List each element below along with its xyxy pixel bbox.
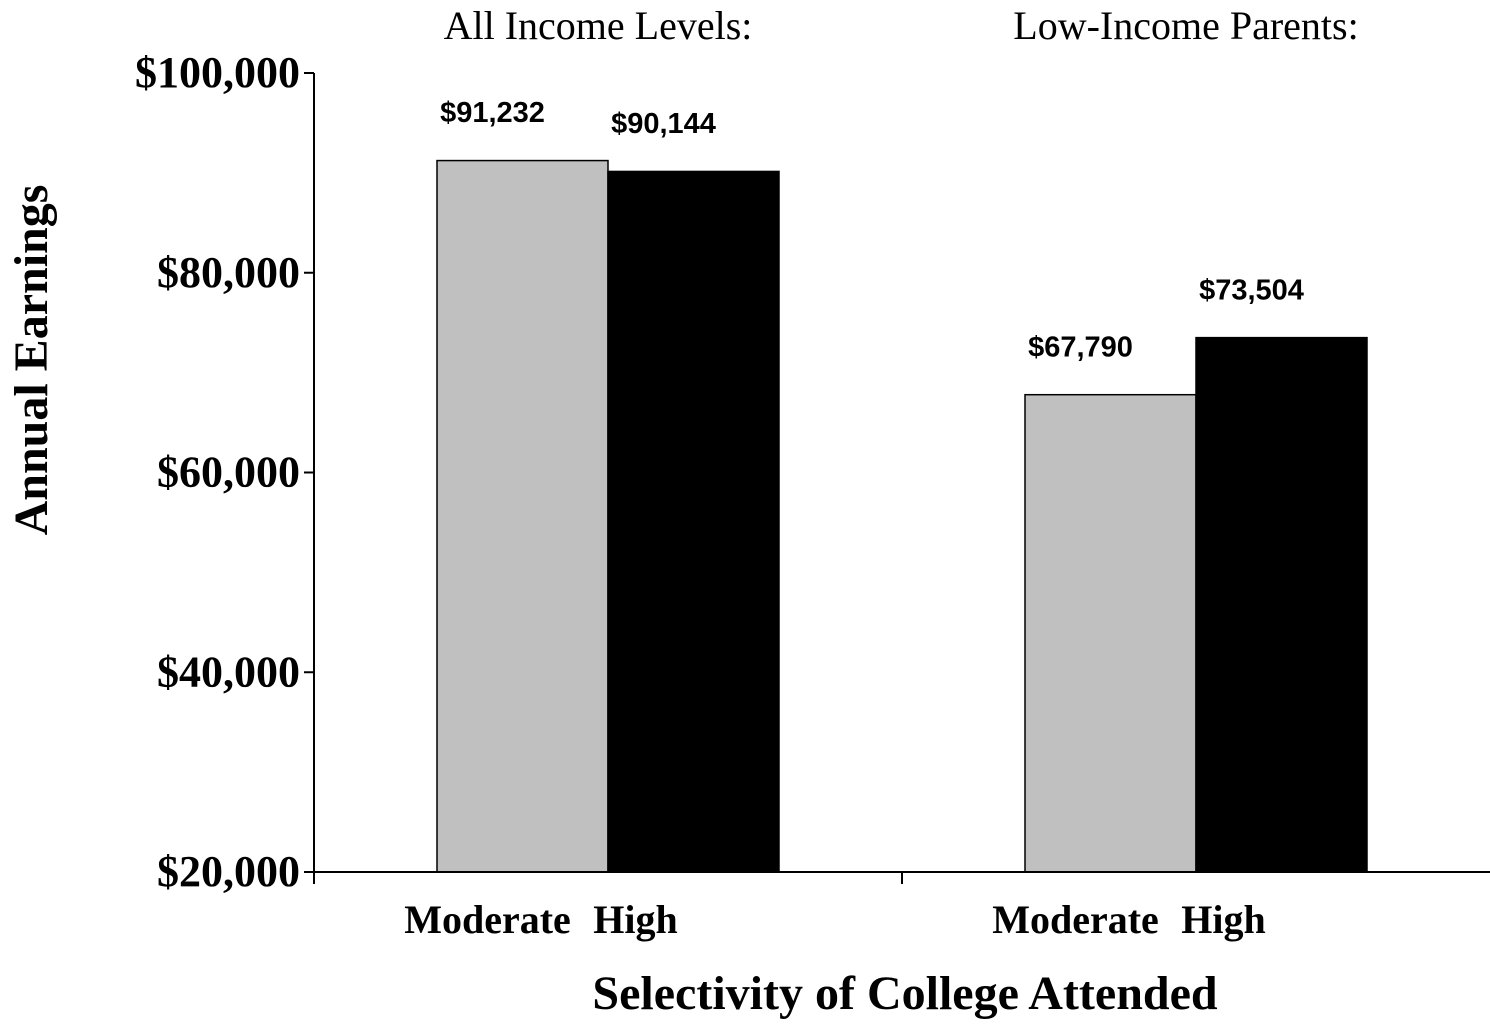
group-label: Low-Income Parents: <box>1013 3 1358 48</box>
group-label: All Income Levels: <box>444 3 753 48</box>
y-tick-label: $20,000 <box>157 847 300 896</box>
y-tick-label: $60,000 <box>157 448 300 497</box>
y-axis-title: Annual Earnings <box>5 185 58 536</box>
y-tick-label: $100,000 <box>135 48 300 97</box>
series-label: High <box>1181 897 1265 942</box>
bar <box>1195 336 1368 873</box>
series-label: Moderate <box>404 897 571 942</box>
x-axis-title: Selectivity of College Attended <box>592 967 1218 1020</box>
y-tick-label: $40,000 <box>157 647 300 696</box>
series-label: Moderate <box>992 897 1159 942</box>
y-tick-label: $80,000 <box>157 248 300 297</box>
bar <box>1024 393 1197 873</box>
series-label: High <box>593 897 677 942</box>
value-label: $67,790 <box>1028 331 1133 363</box>
value-label: $91,232 <box>440 97 545 129</box>
value-label: $90,144 <box>611 108 716 140</box>
bar <box>436 159 609 873</box>
bar <box>607 170 780 873</box>
value-label: $73,504 <box>1199 274 1304 306</box>
